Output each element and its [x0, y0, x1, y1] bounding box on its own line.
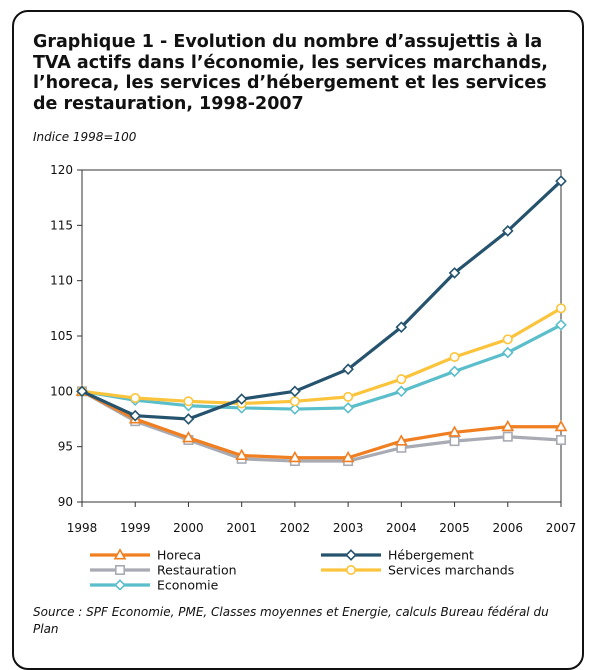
- data-point-services-marchands: [343, 391, 354, 402]
- data-point-horeca: [235, 448, 249, 461]
- data-point-services-marchands: [183, 396, 194, 407]
- legend-label-services-marchands: Services marchands: [388, 563, 514, 578]
- data-point-economie: [501, 346, 514, 359]
- data-point-h-bergement: [182, 413, 195, 425]
- series-line-services-marchands: [81, 306, 562, 406]
- data-point-h-bergement: [395, 321, 408, 333]
- data-point-restauration: [502, 431, 513, 442]
- legend-marker-h-bergement: [345, 549, 357, 561]
- data-point-horeca: [341, 450, 355, 463]
- data-point-h-bergement: [235, 393, 248, 405]
- y-tick-label: 90: [58, 495, 73, 509]
- data-point-economie: [395, 385, 408, 398]
- plot-frame: [81, 169, 562, 503]
- legend-label-restauration: Restauration: [157, 563, 237, 578]
- legend-marker-restauration: [115, 564, 126, 575]
- x-tick-label: 2006: [493, 521, 524, 535]
- data-point-horeca: [448, 425, 461, 437]
- data-point-services-marchands: [289, 396, 300, 407]
- data-point-h-bergement: [555, 175, 567, 187]
- x-tick-label: 2001: [226, 521, 257, 535]
- data-point-h-bergement: [448, 267, 461, 279]
- y-tick-label: 95: [58, 440, 73, 454]
- y-tick-label: 120: [50, 163, 73, 177]
- line-chart: 90 95 100 105 110 115 120 1998 1999 2000 2001 2002 2…: [50, 163, 577, 593]
- data-point-services-marchands: [502, 334, 513, 345]
- source-note: Source : SPF Economie, PME, Classes moye…: [33, 605, 549, 636]
- data-point-economie: [448, 365, 461, 378]
- legend-label-horeca: Horeca: [157, 548, 201, 563]
- legend-marker-horeca: [113, 548, 127, 560]
- data-point-horeca: [501, 419, 515, 432]
- data-point-horeca: [182, 430, 195, 443]
- series-line-economie: [81, 323, 562, 411]
- x-tick-label: 2002: [280, 521, 311, 535]
- data-point-economie: [289, 403, 301, 415]
- x-tick-label: 2004: [386, 521, 417, 535]
- data-point-services-marchands: [130, 392, 141, 403]
- data-point-h-bergement: [129, 409, 142, 422]
- data-point-horeca: [288, 450, 302, 463]
- series-line-h-bergement: [81, 179, 563, 421]
- x-tick-label: 2007: [546, 521, 577, 535]
- data-point-h-bergement: [501, 225, 514, 237]
- x-tick-label: 2000: [173, 521, 204, 535]
- legend-marker-economie: [114, 579, 126, 591]
- chart-area: 90 95 100 105 110 115 120 1998 1999 2000 2001 2002 2…: [0, 150, 589, 594]
- legend-marker-services-marchands: [345, 564, 356, 575]
- chart-title: Graphique 1 - Evolution du nombre d’assu…: [33, 32, 548, 114]
- data-point-services-marchands: [555, 303, 566, 314]
- data-point-horeca: [394, 434, 408, 446]
- data-point-services-marchands: [449, 352, 460, 363]
- data-point-economie: [342, 402, 354, 414]
- legend-label-h-bergement: Hébergement: [388, 548, 474, 563]
- x-tick-label: 2005: [439, 521, 470, 535]
- data-point-h-bergement: [289, 385, 301, 398]
- data-point-horeca: [554, 419, 568, 432]
- series-line-restauration: [81, 389, 562, 463]
- y-tick-label: 100: [50, 384, 73, 398]
- data-point-restauration: [555, 435, 566, 446]
- legend-label-economie: Economie: [157, 578, 219, 591]
- data-point-h-bergement: [342, 363, 354, 376]
- data-point-restauration: [449, 436, 460, 447]
- data-point-services-marchands: [396, 374, 407, 385]
- y-tick-label: 105: [50, 329, 73, 343]
- x-tick-label: 1999: [120, 521, 151, 535]
- data-point-economie: [555, 319, 567, 331]
- series-line-horeca: [81, 389, 561, 460]
- chart-subtitle: Indice 1998=100: [33, 130, 137, 144]
- x-tick-label: 2003: [333, 521, 364, 535]
- x-tick-label: 1998: [67, 521, 98, 535]
- y-tick-label: 110: [50, 274, 73, 288]
- y-tick-label: 115: [50, 218, 73, 232]
- data-point-h-bergement: [76, 385, 88, 398]
